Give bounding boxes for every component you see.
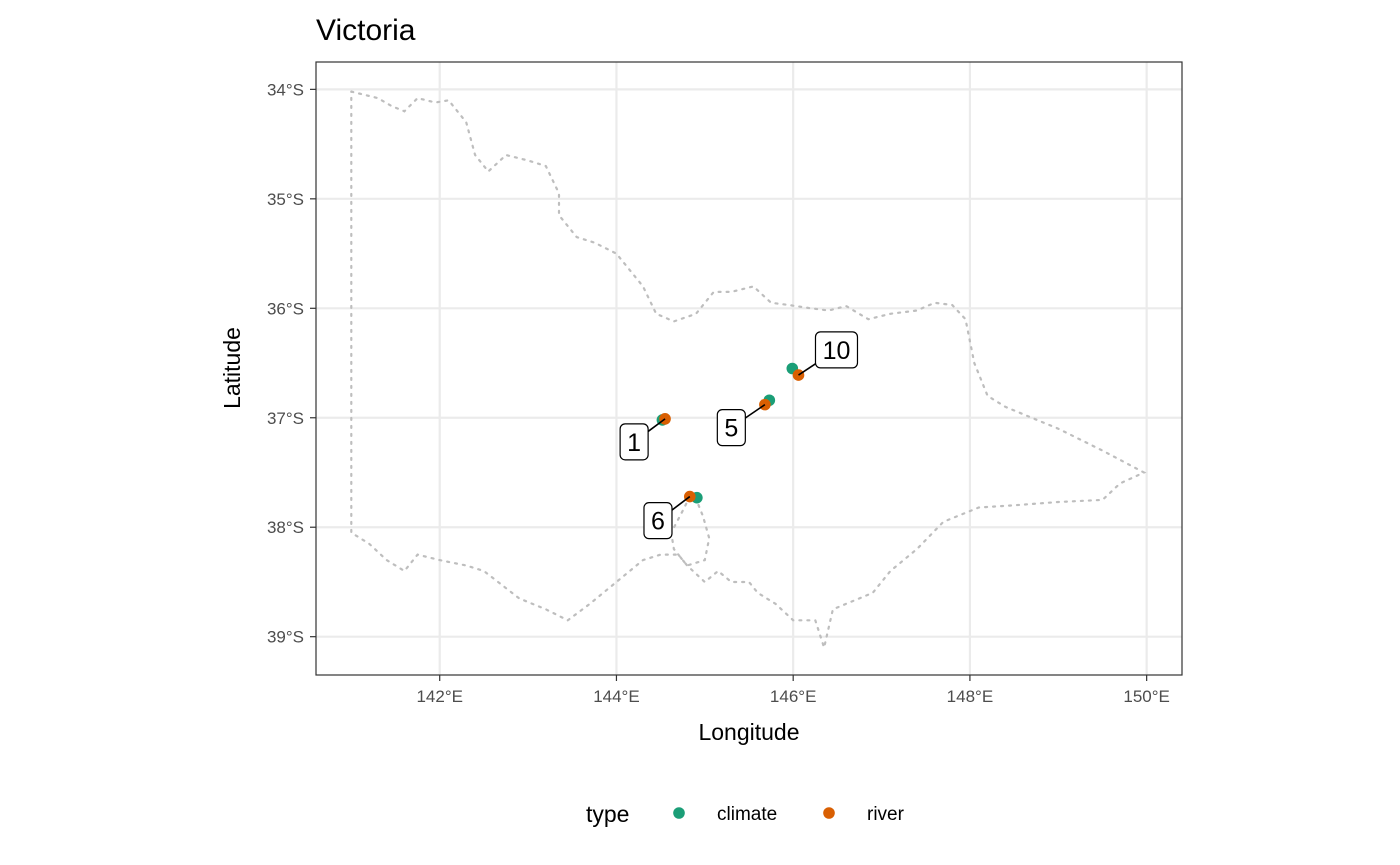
- x-tick-label: 142°E: [416, 687, 463, 706]
- y-tick-label: 36°S: [267, 299, 304, 318]
- river-legend-key: [823, 807, 835, 819]
- y-tick-label: 37°S: [267, 409, 304, 428]
- y-tick-label: 35°S: [267, 190, 304, 209]
- plot-title: Victoria: [316, 14, 416, 47]
- label-leader-line: [798, 363, 816, 376]
- labels-layer: 1 5 6 10: [619, 331, 859, 540]
- grid-layer: [316, 62, 1182, 675]
- panel-background: [316, 62, 1182, 675]
- site-label-box: [814, 331, 859, 369]
- label-leader-line: [647, 418, 666, 433]
- x-tick-label: 146°E: [770, 687, 817, 706]
- y-tick-label: 39°S: [267, 628, 304, 647]
- label-leader-line: [671, 495, 691, 511]
- climate-legend-key: [673, 807, 685, 819]
- y-axis-title: Latitude: [219, 327, 245, 409]
- legend-title: type: [586, 801, 629, 827]
- x-tick-label: 150°E: [1123, 687, 1170, 706]
- y-axis: 34°S 35°S 36°S 37°S 38°S 39°S: [267, 80, 316, 647]
- plot-panel: 1 5 6 10: [315, 61, 1183, 676]
- site-label-text: 1: [627, 429, 641, 457]
- panel-border: [315, 61, 1183, 676]
- site-label-box: [643, 502, 673, 540]
- x-axis-title: Longitude: [698, 719, 799, 745]
- climate-legend-label: climate: [717, 804, 777, 825]
- river-legend-label: river: [867, 804, 905, 825]
- bay-outline: [670, 495, 711, 567]
- site-label-text: 10: [823, 337, 851, 365]
- site-label-text: 5: [724, 415, 738, 443]
- site-label-text: 6: [651, 508, 665, 536]
- site-label-box: [716, 409, 746, 447]
- map-layer: [350, 90, 1147, 652]
- label-leader-line: [744, 403, 766, 419]
- y-tick-label: 38°S: [267, 518, 304, 537]
- state-boundary: [350, 90, 1147, 652]
- x-tick-label: 148°E: [947, 687, 994, 706]
- site-label-box: [619, 423, 649, 461]
- legend: type climate river: [586, 801, 905, 827]
- x-tick-label: 144°E: [593, 687, 640, 706]
- x-axis: 142°E 144°E 146°E 148°E 150°E: [416, 675, 1170, 706]
- y-tick-label: 34°S: [267, 80, 304, 99]
- legend-entries: climate river: [673, 804, 905, 825]
